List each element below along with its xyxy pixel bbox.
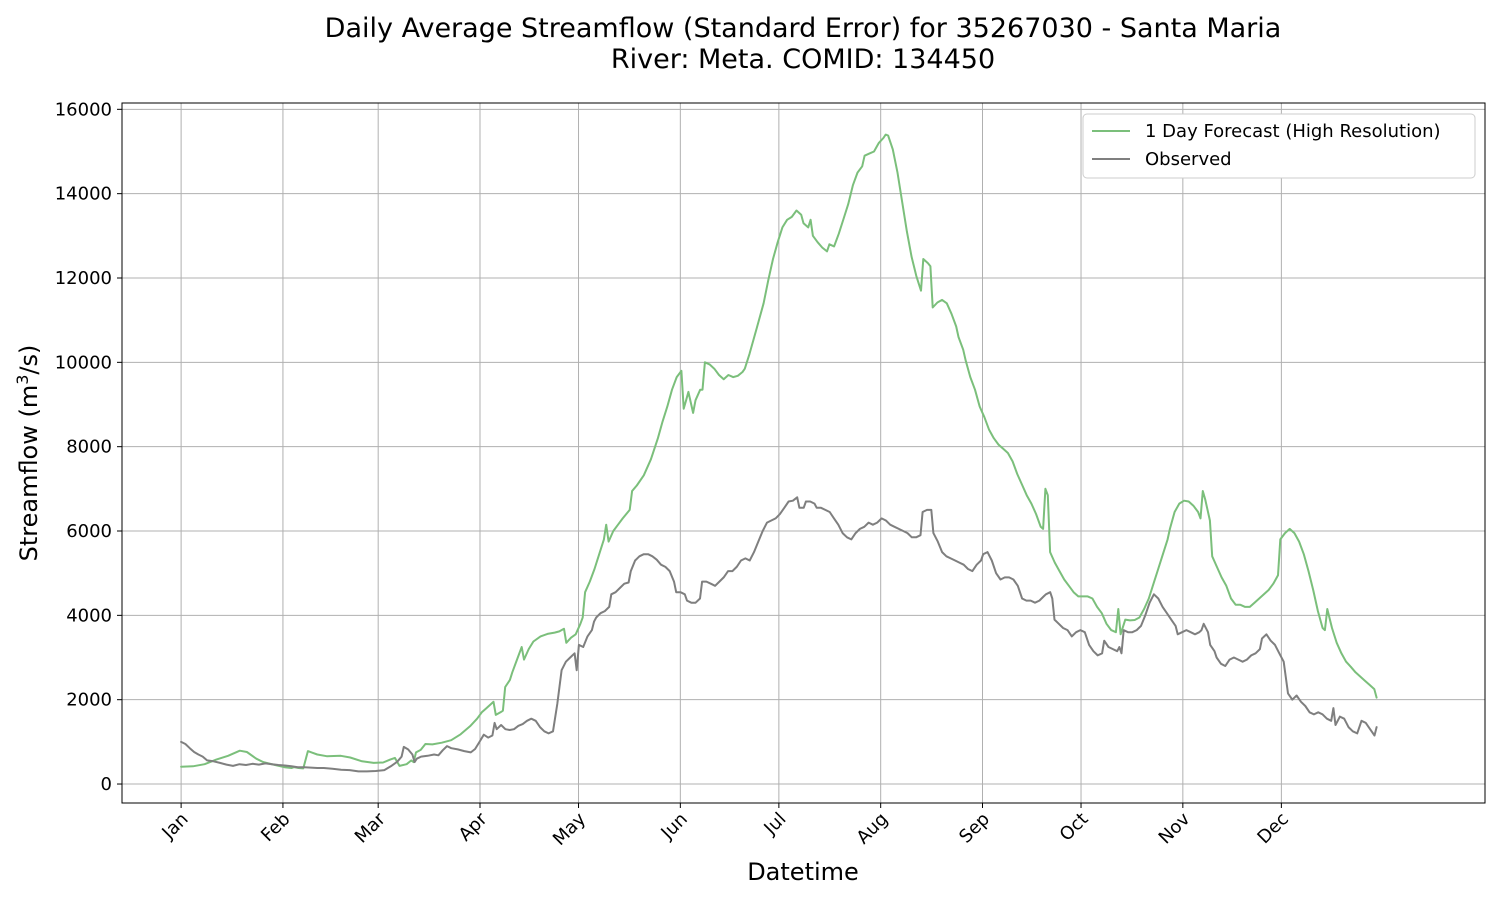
y-tick-label: 8000 [66,437,112,458]
y-tick-label: 12000 [55,268,112,289]
y-tick-label: 4000 [66,605,112,626]
grid [122,103,1485,803]
x-tick-label: Jul [759,809,790,840]
chart-title-line-2: River: Meta. COMID: 134450 [611,44,995,75]
legend: 1 Day Forecast (High Resolution) Observe… [1082,113,1476,179]
y-axis-ticks: 0 2000 4000 6000 8000 10000 12000 14000 16000 [55,99,122,795]
x-tick-label: May [549,808,590,849]
x-tick-label: Aug [853,809,893,849]
x-tick-label: Nov [1155,808,1195,848]
y-tick-label: 0 [101,774,112,795]
x-tick-label: Jun [656,809,691,844]
x-tick-label: Dec [1253,809,1292,848]
x-tick-label: Oct [1056,809,1093,846]
x-axis-ticks: Jan Feb Mar Apr May Jun Jul Aug Sep Oct Nov Dec [157,803,1293,850]
observed-series-line [180,496,1378,773]
x-tick-label: Apr [455,808,492,845]
chart-title-line-1: Daily Average Streamflow (Standard Error… [325,13,1282,44]
y-tick-label: 10000 [55,352,112,373]
x-tick-label: Jan [157,809,192,844]
x-tick-label: Feb [257,809,294,846]
y-axis-label: Streamflow (m3/s) [13,345,43,562]
legend-observed-label: Observed [1145,149,1232,170]
legend-box [1082,113,1476,179]
forecast-series-line [180,133,1378,770]
plot-frame [121,102,1486,804]
series-lines [180,133,1378,773]
x-tick-label: Mar [351,808,390,847]
y-tick-label: 2000 [66,690,112,711]
y-tick-label: 16000 [55,99,112,120]
x-axis-label: Datetime [747,858,859,886]
legend-forecast-label: 1 Day Forecast (High Resolution) [1145,121,1441,142]
y-tick-label: 6000 [66,521,112,542]
x-tick-label: Sep [955,809,994,848]
y-tick-label: 14000 [55,184,112,205]
